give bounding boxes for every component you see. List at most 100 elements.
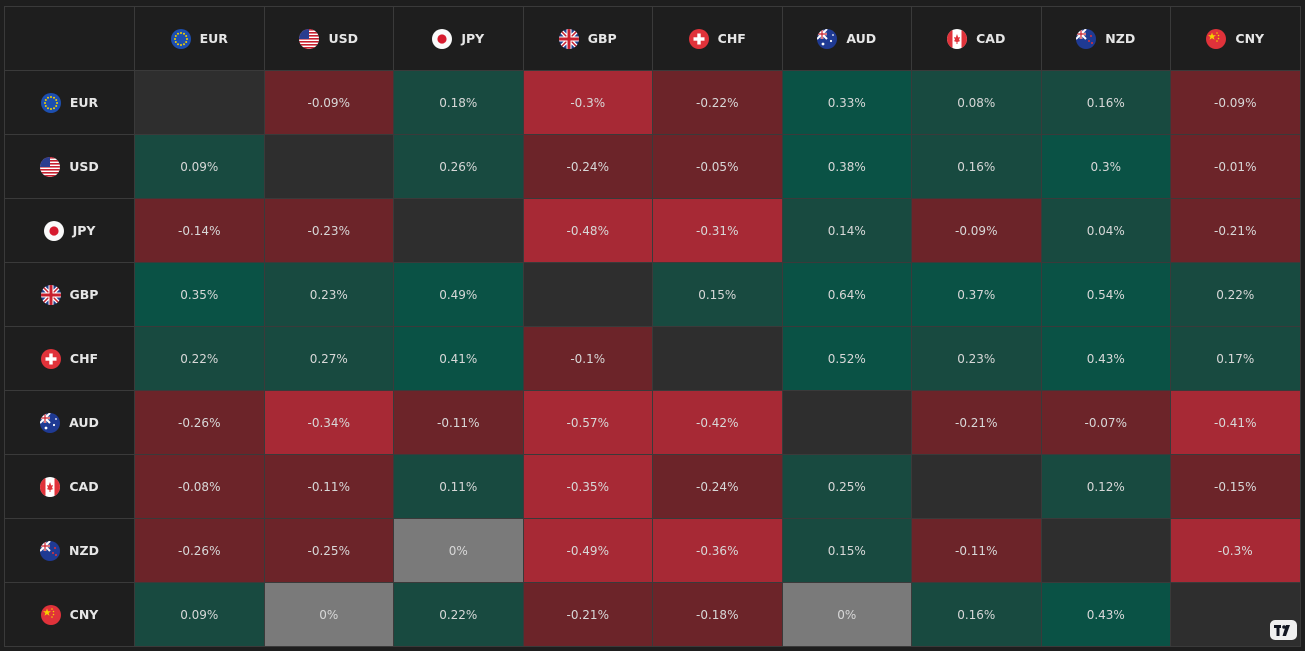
rate-cell-eur-usd[interactable]: -0.09% — [264, 71, 394, 135]
rate-cell-nzd-jpy[interactable]: 0% — [394, 519, 524, 583]
rate-cell-cny-chf[interactable]: -0.18% — [653, 583, 783, 647]
rate-cell-eur-chf[interactable]: -0.22% — [653, 71, 783, 135]
rate-cell-gbp-nzd[interactable]: 0.54% — [1041, 263, 1171, 327]
rate-cell-cny-nzd[interactable]: 0.43% — [1041, 583, 1171, 647]
rate-cell-nzd-usd[interactable]: -0.25% — [264, 519, 394, 583]
currency-code-label: CAD — [976, 31, 1006, 46]
row-header-nzd[interactable]: NZD — [5, 519, 135, 583]
rate-cell-eur-jpy[interactable]: 0.18% — [394, 71, 524, 135]
rate-cell-aud-jpy[interactable]: -0.11% — [394, 391, 524, 455]
rate-cell-cny-cad[interactable]: 0.16% — [912, 583, 1042, 647]
rate-cell-cad-eur[interactable]: -0.08% — [135, 455, 265, 519]
rate-cell-nzd-gbp[interactable]: -0.49% — [523, 519, 653, 583]
rate-cell-cad-chf[interactable]: -0.24% — [653, 455, 783, 519]
rate-cell-nzd-aud[interactable]: 0.15% — [782, 519, 912, 583]
rate-cell-cny-gbp[interactable]: -0.21% — [523, 583, 653, 647]
rate-cell-jpy-aud[interactable]: 0.14% — [782, 199, 912, 263]
rate-cell-cny-eur[interactable]: 0.09% — [135, 583, 265, 647]
diagonal-cell — [653, 327, 783, 391]
rate-cell-gbp-cny[interactable]: 0.22% — [1171, 263, 1301, 327]
rate-cell-eur-nzd[interactable]: 0.16% — [1041, 71, 1171, 135]
row-header-eur[interactable]: EUR — [5, 71, 135, 135]
rate-cell-cny-aud[interactable]: 0% — [782, 583, 912, 647]
row-header-chf[interactable]: CHF — [5, 327, 135, 391]
rate-cell-jpy-usd[interactable]: -0.23% — [264, 199, 394, 263]
rate-cell-gbp-cad[interactable]: 0.37% — [912, 263, 1042, 327]
rate-cell-aud-nzd[interactable]: -0.07% — [1041, 391, 1171, 455]
column-header-chf[interactable]: CHF — [653, 7, 783, 71]
rate-cell-jpy-cad[interactable]: -0.09% — [912, 199, 1042, 263]
rate-cell-gbp-chf[interactable]: 0.15% — [653, 263, 783, 327]
diagonal-cell — [264, 135, 394, 199]
rate-cell-usd-chf[interactable]: -0.05% — [653, 135, 783, 199]
rate-cell-eur-aud[interactable]: 0.33% — [782, 71, 912, 135]
rate-cell-nzd-cad[interactable]: -0.11% — [912, 519, 1042, 583]
rate-cell-aud-usd[interactable]: -0.34% — [264, 391, 394, 455]
rate-cell-aud-cad[interactable]: -0.21% — [912, 391, 1042, 455]
column-header-jpy[interactable]: JPY — [394, 7, 524, 71]
column-header-nzd[interactable]: NZD — [1041, 7, 1171, 71]
rate-cell-gbp-eur[interactable]: 0.35% — [135, 263, 265, 327]
rate-cell-chf-gbp[interactable]: -0.1% — [523, 327, 653, 391]
row-header-cny[interactable]: CNY — [5, 583, 135, 647]
rate-cell-cad-cny[interactable]: -0.15% — [1171, 455, 1301, 519]
column-header-aud[interactable]: AUD — [782, 7, 912, 71]
rate-cell-usd-eur[interactable]: 0.09% — [135, 135, 265, 199]
rate-cell-jpy-gbp[interactable]: -0.48% — [523, 199, 653, 263]
rate-cell-usd-aud[interactable]: 0.38% — [782, 135, 912, 199]
rate-cell-jpy-cny[interactable]: -0.21% — [1171, 199, 1301, 263]
rate-cell-aud-gbp[interactable]: -0.57% — [523, 391, 653, 455]
column-header-usd[interactable]: USD — [264, 7, 394, 71]
rate-cell-gbp-jpy[interactable]: 0.49% — [394, 263, 524, 327]
cn-flag-icon — [40, 604, 61, 625]
row-header-gbp[interactable]: GBP — [5, 263, 135, 327]
rate-cell-aud-eur[interactable]: -0.26% — [135, 391, 265, 455]
currency-code-label: CNY — [69, 607, 99, 622]
nz-flag-icon — [1076, 28, 1097, 49]
column-header-cny[interactable]: CNY — [1171, 7, 1301, 71]
rate-cell-nzd-cny[interactable]: -0.3% — [1171, 519, 1301, 583]
column-header-eur[interactable]: EUR — [135, 7, 265, 71]
rate-cell-eur-gbp[interactable]: -0.3% — [523, 71, 653, 135]
rate-cell-chf-aud[interactable]: 0.52% — [782, 327, 912, 391]
column-header-cad[interactable]: CAD — [912, 7, 1042, 71]
rate-cell-nzd-chf[interactable]: -0.36% — [653, 519, 783, 583]
rate-cell-cny-jpy[interactable]: 0.22% — [394, 583, 524, 647]
rate-cell-aud-cny[interactable]: -0.41% — [1171, 391, 1301, 455]
rate-cell-usd-cny[interactable]: -0.01% — [1171, 135, 1301, 199]
rate-cell-cad-nzd[interactable]: 0.12% — [1041, 455, 1171, 519]
rate-cell-usd-gbp[interactable]: -0.24% — [523, 135, 653, 199]
rate-cell-chf-eur[interactable]: 0.22% — [135, 327, 265, 391]
rate-cell-usd-cad[interactable]: 0.16% — [912, 135, 1042, 199]
rate-cell-chf-nzd[interactable]: 0.43% — [1041, 327, 1171, 391]
rate-cell-usd-nzd[interactable]: 0.3% — [1041, 135, 1171, 199]
rate-cell-cad-aud[interactable]: 0.25% — [782, 455, 912, 519]
rate-cell-usd-jpy[interactable]: 0.26% — [394, 135, 524, 199]
row-header-jpy[interactable]: JPY — [5, 199, 135, 263]
currency-code-label: AUD — [846, 31, 877, 46]
rate-cell-gbp-aud[interactable]: 0.64% — [782, 263, 912, 327]
rate-cell-gbp-usd[interactable]: 0.23% — [264, 263, 394, 327]
column-header-gbp[interactable]: GBP — [523, 7, 653, 71]
rate-cell-cad-jpy[interactable]: 0.11% — [394, 455, 524, 519]
row-header-cad[interactable]: CAD — [5, 455, 135, 519]
rate-cell-chf-cad[interactable]: 0.23% — [912, 327, 1042, 391]
row-header-aud[interactable]: AUD — [5, 391, 135, 455]
jp-flag-icon — [43, 220, 64, 241]
rate-cell-cad-usd[interactable]: -0.11% — [264, 455, 394, 519]
rate-cell-chf-jpy[interactable]: 0.41% — [394, 327, 524, 391]
rate-cell-jpy-eur[interactable]: -0.14% — [135, 199, 265, 263]
rate-cell-nzd-eur[interactable]: -0.26% — [135, 519, 265, 583]
rate-cell-cny-usd[interactable]: 0% — [264, 583, 394, 647]
rate-cell-chf-cny[interactable]: 0.17% — [1171, 327, 1301, 391]
tradingview-logo-icon[interactable] — [1270, 620, 1297, 640]
rate-cell-aud-chf[interactable]: -0.42% — [653, 391, 783, 455]
rate-cell-jpy-chf[interactable]: -0.31% — [653, 199, 783, 263]
rate-cell-cad-gbp[interactable]: -0.35% — [523, 455, 653, 519]
rate-cell-chf-usd[interactable]: 0.27% — [264, 327, 394, 391]
row-header-usd[interactable]: USD — [5, 135, 135, 199]
currency-code-label: CHF — [717, 31, 746, 46]
rate-cell-eur-cny[interactable]: -0.09% — [1171, 71, 1301, 135]
rate-cell-jpy-nzd[interactable]: 0.04% — [1041, 199, 1171, 263]
rate-cell-eur-cad[interactable]: 0.08% — [912, 71, 1042, 135]
